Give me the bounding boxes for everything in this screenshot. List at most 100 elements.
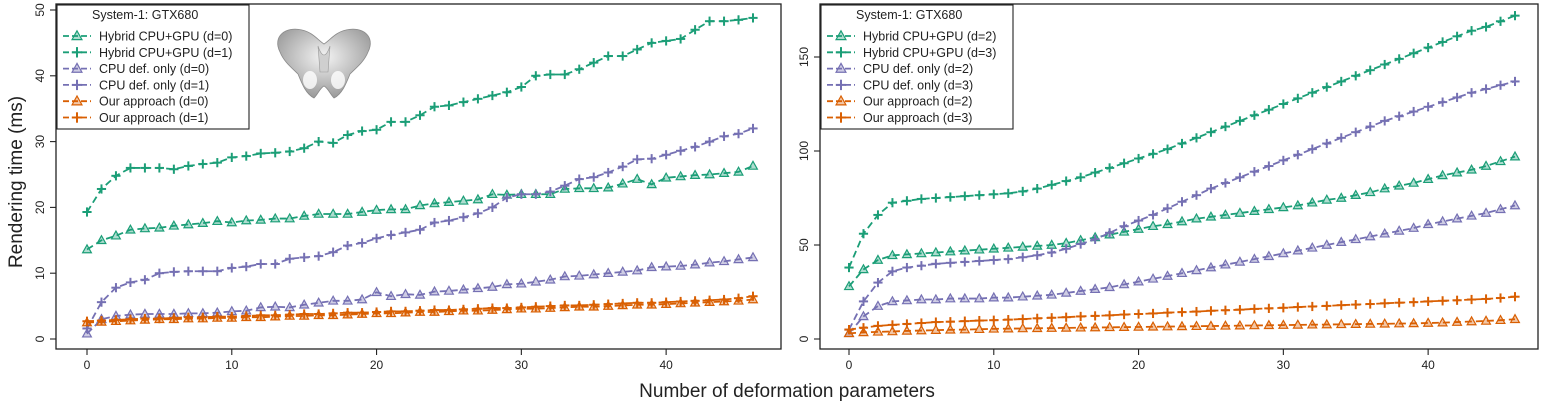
data-point (1061, 244, 1071, 254)
data-point (1018, 314, 1028, 324)
data-point (960, 316, 970, 326)
data-point (1220, 305, 1231, 315)
data-point (1220, 178, 1231, 188)
data-point (618, 51, 628, 61)
data-point (343, 240, 353, 251)
legend-entry: Hybrid CPU+GPU (d=2) (827, 30, 996, 44)
data-point (1235, 305, 1245, 315)
data-point (1495, 203, 1506, 214)
data-point (343, 308, 353, 318)
data-point (704, 256, 715, 267)
data-point (371, 204, 382, 214)
data-point (212, 158, 222, 168)
data-point (704, 295, 715, 305)
data-point (1263, 203, 1275, 214)
data-point (718, 255, 730, 266)
data-point (704, 137, 715, 147)
data-point (1452, 295, 1462, 305)
data-point (916, 261, 926, 271)
legend-label: Hybrid CPU+GPU (d=3) (863, 46, 996, 60)
right-chart-panel: 0 10 20 30 40 0 50 100 150 System-1: GTX680 Hybrid… (797, 3, 1539, 372)
data-point (1510, 76, 1520, 87)
data-point (96, 315, 107, 326)
data-point (429, 102, 440, 112)
x-tick-label: 40 (1421, 358, 1435, 372)
data-point (1133, 153, 1144, 164)
data-point (226, 216, 238, 227)
pelvis-inset-image (277, 28, 371, 99)
data-point (1466, 210, 1477, 220)
data-point (1234, 207, 1246, 217)
data-point (153, 221, 165, 232)
data-point (1119, 309, 1129, 320)
data-point (574, 64, 584, 74)
y-tick-label: 100 (797, 141, 811, 161)
legend-label: CPU def. only (d=0) (99, 62, 209, 76)
x-tick-label: 0 (84, 358, 91, 372)
data-point (96, 184, 107, 194)
data-point (1076, 311, 1086, 322)
data-point (973, 323, 985, 334)
data-point (887, 198, 898, 208)
data-point (1409, 48, 1419, 58)
data-point (1438, 97, 1448, 107)
data-point (182, 218, 194, 229)
data-point (988, 291, 1000, 302)
data-point (1133, 223, 1144, 233)
data-point (1322, 82, 1332, 92)
data-point (602, 267, 614, 278)
series-hybrid-cpu-gpu-d-0 (81, 160, 759, 254)
data-point (270, 310, 280, 320)
y-tick-label: 40 (33, 69, 47, 83)
data-point (371, 307, 382, 317)
data-point (748, 123, 758, 134)
data-point (1060, 287, 1072, 297)
data-point (385, 290, 397, 301)
data-point (589, 58, 599, 68)
data-point (1379, 227, 1391, 238)
data-point (1148, 308, 1158, 319)
data-point (1147, 320, 1159, 331)
data-point (559, 270, 571, 281)
data-point (603, 51, 613, 61)
data-point (125, 314, 136, 324)
data-point (1090, 311, 1100, 321)
data-point (1509, 150, 1521, 161)
data-point (1003, 315, 1013, 325)
data-point (872, 326, 884, 336)
data-point (602, 181, 614, 192)
data-point (974, 190, 984, 200)
data-point (1277, 319, 1289, 329)
data-point (269, 212, 281, 223)
series-cpu-def-only-d-2 (843, 199, 1521, 338)
data-point (1480, 315, 1492, 325)
data-point (169, 267, 179, 277)
data-point (872, 300, 884, 310)
series-cpu-def-only-d-0 (81, 251, 759, 338)
data-point (915, 324, 927, 335)
legend-label: Our approach (d=3) (863, 111, 972, 125)
data-point (1510, 11, 1520, 21)
data-point (356, 206, 368, 216)
data-point (1278, 303, 1288, 313)
data-point (400, 288, 411, 299)
data-point (531, 71, 541, 81)
data-point (502, 87, 512, 97)
data-point (1248, 205, 1260, 215)
series-cpu-def-only-d-3 (844, 76, 1520, 335)
data-point (270, 148, 280, 158)
data-point (458, 304, 469, 314)
data-point (560, 300, 570, 311)
data-point (902, 262, 912, 273)
data-point (1235, 172, 1245, 182)
data-point (1335, 192, 1347, 202)
x-tick-label: 20 (1132, 358, 1146, 372)
data-point (661, 150, 671, 160)
data-point (1032, 250, 1042, 260)
data-point (197, 217, 209, 228)
series-line (848, 155, 1516, 287)
data-point (328, 247, 338, 257)
data-point (1480, 207, 1492, 217)
data-point (140, 314, 150, 324)
data-point (1018, 186, 1028, 197)
